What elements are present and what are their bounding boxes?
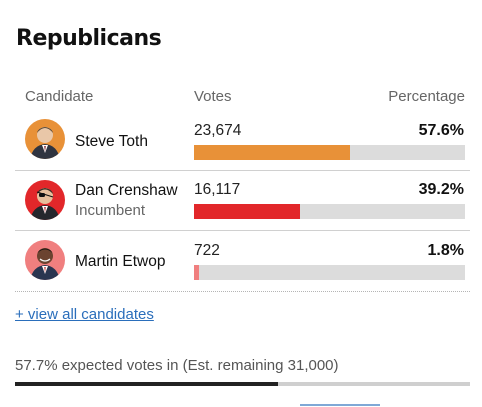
row-divider [15, 170, 470, 171]
column-header-votes: Votes [194, 88, 232, 105]
candidate-name: Steve Toth [75, 133, 148, 150]
candidate-photo-icon [25, 119, 65, 159]
column-header-candidate: Candidate [25, 88, 94, 105]
table-end-divider [15, 291, 470, 292]
expected-votes-progress [15, 382, 470, 386]
clipped-link-fragment [300, 402, 460, 406]
expected-votes-progress-fill [15, 382, 278, 386]
candidate-photo-icon [25, 180, 65, 220]
vote-share-bar [194, 265, 465, 280]
vote-share-fill [194, 265, 199, 280]
view-all-candidates-link[interactable]: + view all candidates [15, 306, 154, 323]
candidate-name: Dan Crenshaw [75, 182, 178, 199]
candidate-photo-icon [25, 240, 65, 280]
candidate-percentage: 39.2% [418, 181, 464, 198]
candidate-votes: 23,674 [194, 122, 242, 139]
vote-share-bar [194, 145, 465, 160]
candidate-percentage: 1.8% [427, 242, 464, 259]
candidate-votes: 16,117 [194, 181, 241, 198]
vote-share-fill [194, 145, 351, 160]
column-header-percentage: Percentage [388, 88, 465, 105]
incumbent-label: Incumbent [75, 202, 146, 219]
row-divider [15, 230, 470, 231]
candidate-votes: 722 [194, 242, 220, 259]
vote-share-bar [194, 204, 465, 219]
candidate-name: Martin Etwop [75, 253, 166, 270]
vote-share-fill [194, 204, 301, 219]
section-title: Republicans [16, 26, 162, 51]
candidate-row: Dan Crenshaw Incumbent 16,117 39.2% [15, 170, 470, 230]
candidate-row: Martin Etwop 722 1.8% [15, 231, 470, 291]
candidate-row: Steve Toth 23,674 57.6% [15, 111, 470, 171]
expected-votes-text: 57.7% expected votes in (Est. remaining … [15, 357, 339, 374]
candidate-percentage: 57.6% [418, 122, 464, 139]
